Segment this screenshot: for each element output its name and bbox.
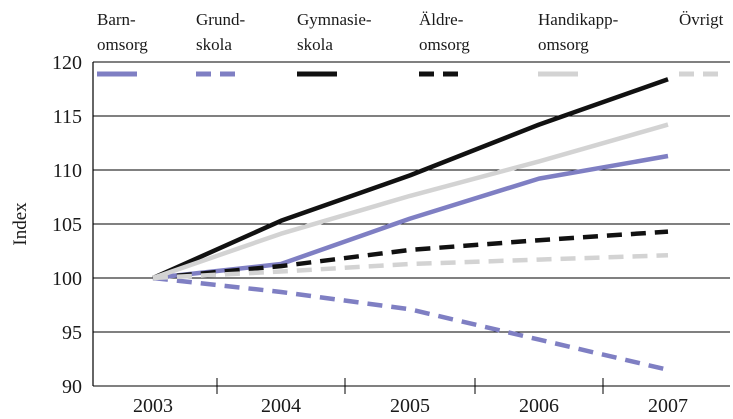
series-line	[152, 275, 669, 372]
y-tick-label: 95	[62, 322, 82, 344]
legend-label: Handikapp-	[538, 10, 619, 29]
x-tick-label: 2006	[519, 395, 559, 414]
y-axis-title: Index	[10, 202, 31, 246]
y-tick-label: 120	[52, 52, 82, 74]
y-tick-label: 105	[52, 214, 82, 236]
legend-label: Gymnasie-	[297, 10, 372, 29]
legend-label: omsorg	[97, 35, 148, 54]
legend-label: Äldre-	[419, 10, 464, 29]
x-tick-label: 2004	[261, 395, 301, 414]
x-tick-label: 2007	[648, 395, 688, 414]
series-line	[152, 229, 669, 281]
legend-label: omsorg	[419, 35, 470, 54]
legend-label: skola	[297, 35, 333, 54]
legend-label: skola	[196, 35, 232, 54]
legend-label: Barn-	[97, 10, 136, 29]
legend-label: Grund-	[196, 10, 245, 29]
x-tick-label: 2005	[390, 395, 430, 414]
series-line	[152, 77, 669, 281]
series-line	[152, 122, 669, 281]
series-line	[152, 253, 669, 281]
x-tick-label: 2003	[133, 395, 173, 414]
y-tick-label: 100	[52, 268, 82, 290]
legend-label: Övrigt	[679, 10, 724, 29]
legend-label: omsorg	[538, 35, 589, 54]
y-tick-label: 115	[53, 106, 82, 128]
y-tick-label: 110	[53, 160, 82, 182]
y-tick-label: 90	[62, 376, 82, 398]
